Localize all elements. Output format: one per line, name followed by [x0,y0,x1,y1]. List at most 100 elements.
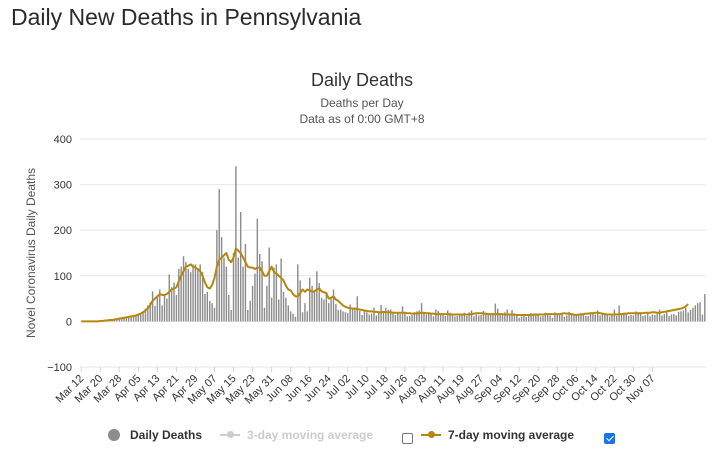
chart-subtitle: Deaths per Day [320,96,404,110]
bar [139,313,142,322]
bar [689,310,692,322]
bar [387,310,389,322]
bar [159,289,161,322]
bar [335,304,337,322]
bar [570,315,573,322]
bar [370,313,373,322]
bar [494,303,497,322]
bar [482,310,485,322]
bar [201,272,204,322]
bar [561,313,563,322]
legend-item-daily-deaths[interactable]: Daily Deaths [103,428,202,442]
bar [456,315,458,322]
bar [480,315,482,322]
bar [394,315,397,322]
bar [620,314,623,322]
bar [432,316,435,322]
page-title: Daily New Deaths in Pennsylvania [11,4,362,30]
bar [539,316,542,322]
bar [332,289,335,322]
bar [547,315,549,322]
bar [596,310,599,322]
bar [556,314,558,322]
bar [694,305,696,322]
bar [532,315,535,322]
line-marker-icon [421,429,443,441]
bar [173,282,175,322]
bar [475,314,478,322]
bar [320,297,323,322]
bar [566,315,568,322]
bar [704,294,706,322]
bar [316,271,318,322]
bar [487,315,489,322]
legend-label: 3-day moving average [247,428,374,442]
bar [156,296,159,322]
bar [147,305,149,322]
bar [682,310,685,322]
bar [575,315,577,322]
bar [489,313,492,322]
circle-icon [103,429,125,441]
bar [282,291,285,322]
bar [520,316,523,322]
3-day-average-checkbox[interactable] [402,433,413,444]
bar [611,315,613,322]
bar [430,313,432,322]
bar [232,253,235,322]
bar [349,304,351,322]
bar [192,264,194,322]
bar [249,300,251,322]
bar [639,312,642,322]
bar [120,317,123,322]
bar [658,309,661,322]
bar [670,314,673,322]
bar [625,314,627,322]
bar [442,315,444,322]
bar [254,273,256,322]
bar [470,310,473,322]
bar [342,311,344,322]
bar [485,314,487,322]
bar [568,311,570,322]
bar [511,310,513,322]
bar [220,237,223,322]
bar [551,317,554,322]
bar [668,315,670,322]
bar [563,316,566,322]
bar [418,310,420,322]
bar [344,312,347,322]
bar [513,315,516,322]
bar [180,266,182,322]
bar [144,308,147,322]
bar [527,315,530,322]
7-day-average-checkbox[interactable] [604,433,615,444]
bar [468,312,470,322]
bar [427,312,430,322]
bar [577,314,580,322]
chart-title: Daily Deaths [310,70,414,90]
bar [263,307,266,322]
bar [530,313,532,322]
bar [237,257,239,322]
bar [182,256,185,322]
bar [268,247,270,322]
bar [123,317,125,322]
bar [378,311,380,322]
bar [632,315,635,322]
bar [594,314,597,322]
bar [297,264,299,322]
legend-item-7-day-average[interactable]: 7-day moving average [421,428,574,442]
bar [328,303,330,322]
bar [649,316,651,322]
bar [347,313,349,322]
bar [242,266,244,322]
chart-legend: Daily Deaths 3-day moving average 7-day … [0,428,724,450]
bar [537,314,539,322]
bar [330,298,332,322]
bar [311,285,313,322]
bar [142,311,144,322]
bar [308,277,311,322]
legend-item-3-day-average[interactable]: 3-day moving average [220,428,373,442]
series-line-7-day-average [81,247,689,323]
